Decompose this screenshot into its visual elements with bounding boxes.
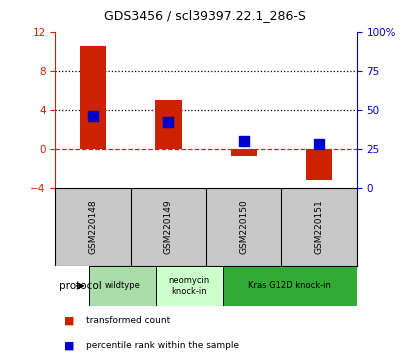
Text: ■: ■ — [63, 315, 74, 325]
Point — [240, 138, 246, 144]
Bar — [155, 100, 181, 149]
Bar — [155, 266, 222, 306]
Bar — [222, 266, 356, 306]
Text: neomycin
knock-in: neomycin knock-in — [168, 276, 209, 296]
Point — [165, 119, 171, 125]
Text: Kras G12D knock-in: Kras G12D knock-in — [248, 281, 330, 290]
Bar — [305, 149, 331, 180]
Text: transformed count: transformed count — [86, 316, 170, 325]
Point — [90, 113, 96, 119]
Text: GSM220149: GSM220149 — [164, 199, 173, 254]
Bar — [89, 266, 155, 306]
Bar — [230, 149, 256, 156]
Text: GSM220151: GSM220151 — [314, 199, 323, 254]
Bar — [80, 46, 106, 149]
Text: protocol: protocol — [58, 281, 101, 291]
Text: GSM220150: GSM220150 — [238, 199, 247, 254]
Text: wildtype: wildtype — [104, 281, 140, 290]
Text: ■: ■ — [63, 340, 74, 350]
Text: GSM220148: GSM220148 — [88, 199, 97, 254]
Text: percentile rank within the sample: percentile rank within the sample — [86, 341, 238, 350]
Point — [315, 141, 321, 147]
Text: GDS3456 / scl39397.22.1_286-S: GDS3456 / scl39397.22.1_286-S — [104, 9, 305, 22]
